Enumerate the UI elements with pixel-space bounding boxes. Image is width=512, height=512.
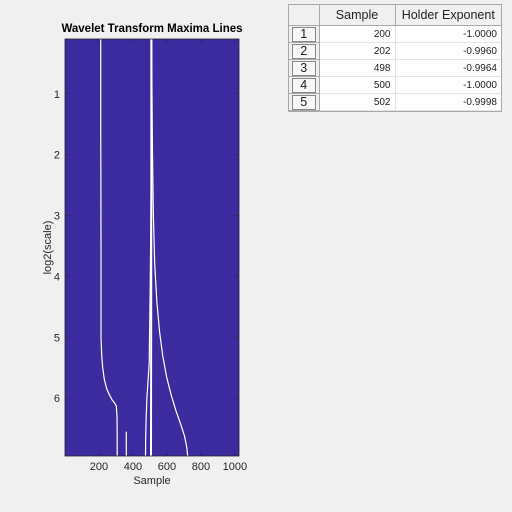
x-tick-label: 1000 [223, 461, 247, 473]
x-tick-label: 400 [124, 461, 142, 473]
sample-cell[interactable]: 500 [319, 76, 396, 94]
maxima-line [148, 38, 153, 362]
sample-cell[interactable]: 502 [319, 93, 396, 111]
table-row[interactable]: 4 500 -1.0000 [289, 76, 501, 94]
chart-title: Wavelet Transform Maxima Lines [61, 23, 242, 35]
sample-cell[interactable]: 200 [319, 25, 396, 43]
row-number: 3 [291, 60, 316, 76]
table-row[interactable]: 3 498 -0.9964 [289, 59, 501, 77]
x-axis: 200 400 600 800 1000 [90, 39, 247, 473]
y-tick-label: 4 [54, 271, 60, 283]
row-number: 1 [291, 26, 316, 42]
row-header[interactable]: 3 [289, 59, 320, 77]
holder-exponent-table[interactable]: Sample Holder Exponent 1 200 -1.0000 2 2… [288, 4, 502, 112]
sample-cell[interactable]: 202 [319, 42, 396, 60]
table-corner-cell[interactable] [289, 5, 320, 26]
row-number: 5 [291, 94, 316, 110]
sample-cell[interactable]: 498 [319, 59, 396, 77]
row-number: 4 [291, 77, 316, 93]
y-tick-label: 1 [54, 89, 60, 101]
y-axis: 1 2 3 4 5 6 [54, 89, 239, 405]
row-header[interactable]: 1 [289, 25, 320, 43]
y-tick-label: 3 [54, 211, 60, 223]
x-axis-label: Sample [133, 475, 170, 487]
holder-exponent-cell[interactable]: -0.9998 [395, 93, 501, 111]
row-number: 2 [291, 43, 316, 59]
table-row[interactable]: 1 200 -1.0000 [289, 25, 501, 43]
plot-frame [64, 38, 240, 457]
maxima-line [151, 38, 189, 457]
y-tick-label: 2 [54, 150, 60, 162]
y-tick-label: 6 [54, 393, 60, 405]
table-row[interactable]: 5 502 -0.9998 [289, 93, 501, 111]
y-tick-label: 5 [54, 332, 60, 344]
holder-exponent-cell[interactable]: -0.9960 [395, 42, 501, 60]
x-tick-label: 800 [192, 461, 210, 473]
column-header-holder-exponent[interactable]: Holder Exponent [395, 5, 501, 26]
maxima-line [100, 337, 118, 456]
row-header[interactable]: 5 [289, 93, 320, 111]
maxima-lines [100, 38, 189, 457]
row-header[interactable]: 4 [289, 76, 320, 94]
holder-exponent-cell[interactable]: -0.9964 [395, 59, 501, 77]
table-row[interactable]: 2 202 -0.9960 [289, 42, 501, 60]
column-header-sample[interactable]: Sample [319, 5, 396, 26]
x-tick-label: 600 [158, 461, 176, 473]
holder-exponent-cell[interactable]: -1.0000 [395, 76, 501, 94]
y-axis-label: log2(scale) [42, 221, 54, 275]
row-header[interactable]: 2 [289, 42, 320, 60]
x-tick-label: 200 [90, 461, 108, 473]
table-header-row: Sample Holder Exponent [289, 5, 501, 26]
holder-exponent-cell[interactable]: -1.0000 [395, 25, 501, 43]
maxima-line [144, 361, 150, 457]
